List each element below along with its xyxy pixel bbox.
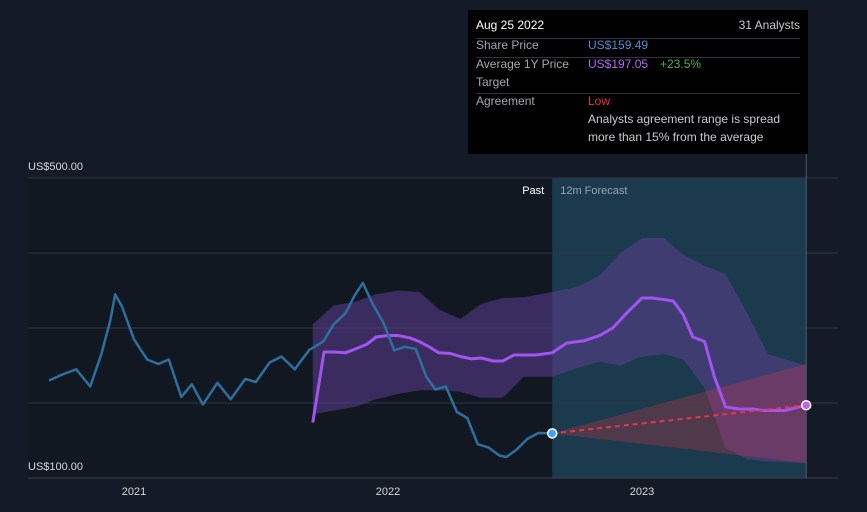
target-range-band [312,238,807,463]
divider [476,38,800,39]
x-tick-label: 2021 [122,486,146,498]
target-price-marker[interactable] [800,399,812,411]
agreement-row: Agreement Low Analysts agreement range i… [476,94,800,150]
divider [476,57,800,58]
share-price-line [48,281,553,459]
y-axis-label-top: US$500.00 [28,161,83,173]
forecast-label: 12m Forecast [560,185,627,197]
target-label-line-1: Average 1Y Price [476,57,569,71]
share-price-value: US$159.49 [588,38,649,52]
divider [476,93,800,94]
past-label: Past [522,185,544,197]
target-label-line-2: Target [476,75,510,89]
tooltip: Aug 25 2022 31 Analysts Share Price US$1… [468,10,808,154]
share-price-row: Share Price US$159.49 [476,38,800,56]
tooltip-date: Aug 25 2022 [476,18,545,32]
x-tick-label: 2023 [630,486,654,498]
agreement-note-2: more than 15% from the average [588,130,764,144]
analyst-count: 31 Analysts [738,18,800,32]
projection-cone [552,364,807,463]
x-tick-label: 2022 [376,486,400,498]
y-axis-label-bottom: US$100.00 [28,461,83,473]
tooltip-header: Aug 25 2022 31 Analysts [476,18,800,34]
current-price-marker[interactable] [546,428,558,439]
projection-line [552,404,807,435]
target-row: Average 1Y Price Target US$197.05 +23.5% [476,57,800,93]
agreement-note-1: Analysts agreement range is spread [588,112,781,126]
share-price-label: Share Price [476,38,539,52]
agreement-value: Low [588,94,611,108]
agreement-label: Agreement [476,94,535,108]
target-change: +23.5% [660,57,702,71]
target-value: US$197.05 [588,57,649,71]
